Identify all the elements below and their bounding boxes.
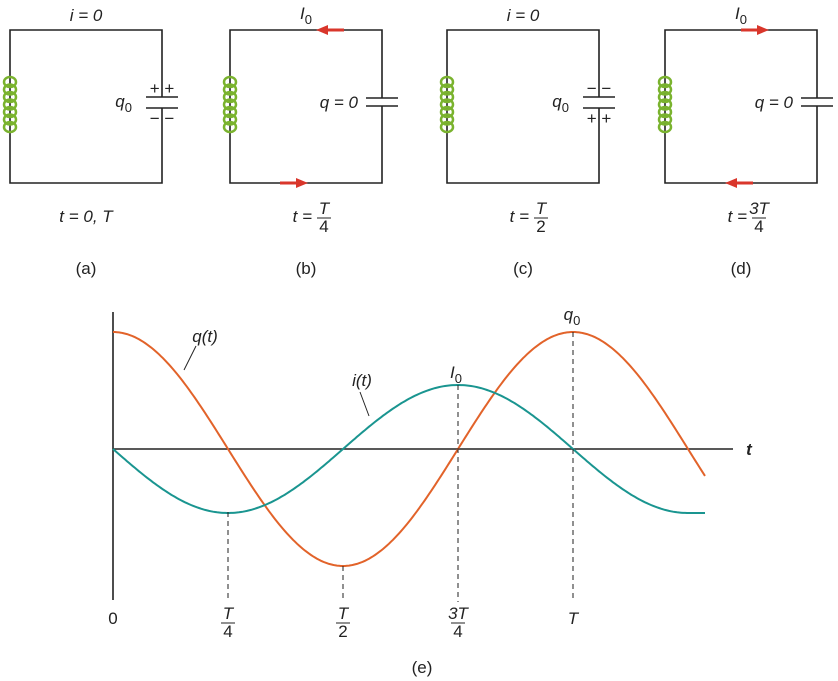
inductor-coil [222,113,238,126]
numerator: T [338,604,350,623]
peak-label: q0 [564,305,581,328]
subscript: 0 [740,12,747,27]
subscript: 0 [125,100,132,115]
inductor-coil [2,90,18,104]
time-label: t = [510,207,529,226]
inductor-coil [222,75,238,89]
inductor-coil [439,105,455,119]
inductor-coil [657,98,673,111]
top-label: I0 [735,4,747,27]
axis-label: t [746,440,753,459]
tick-label: T [568,609,580,628]
inductor-coil [439,83,455,96]
time-label: t = [293,207,312,226]
panel-caption: (d) [731,259,752,278]
inductor-coil [439,98,455,111]
inductor-coil [222,83,238,96]
symbol: I [450,363,455,382]
charge-label: q0 [115,92,132,115]
inductor-coil [2,75,18,89]
charge-label: q0 [552,92,569,115]
inductor-coil [2,113,18,126]
inductor-coil [657,83,673,96]
inductor-coil [222,90,238,104]
denominator: 4 [319,217,328,236]
charge-curve [113,331,706,567]
current-curve [112,384,705,514]
plate-charge: − − [150,109,175,128]
inductor-coil [439,75,455,89]
inductor-coil [2,120,18,134]
denominator: 4 [223,622,232,641]
numerator: T [319,199,331,218]
current-arrow-head [296,178,308,188]
inductor-coil [657,113,673,126]
leader [183,345,197,371]
inductor-coil [657,120,673,134]
numerator: T [536,199,548,218]
time-label: t = 0, T [59,207,114,226]
inductor-coil [439,90,455,104]
graph-caption: (e) [412,658,433,677]
inductor-coil [2,83,18,96]
panel-caption: (a) [76,259,97,278]
plate-charge: + + [587,109,612,128]
curve-label: i(t) [352,371,372,390]
inductor-coil [222,98,238,111]
numerator: T [223,604,235,623]
current-arrow-head [725,178,737,188]
symbol: q [115,92,125,111]
panel-caption: (c) [513,259,533,278]
curve-label: q(t) [192,327,218,346]
peak-label: I0 [450,363,462,386]
inductor-coil [657,105,673,119]
inductor-coil [2,98,18,111]
numerator: 3T [448,604,469,623]
inductor-coil [439,120,455,134]
subscript: 0 [562,100,569,115]
denominator: 2 [338,622,347,641]
current-arrow-head [757,25,769,35]
subscript: 0 [455,371,462,386]
inductor-coil [657,75,673,89]
wire [664,29,818,184]
subscript: 0 [573,313,580,328]
leader [359,391,370,417]
inductor-coil [222,105,238,119]
charge-label: q = 0 [755,93,794,112]
top-label: i = 0 [507,6,540,25]
denominator: 2 [536,217,545,236]
subscript: 0 [305,12,312,27]
plate-charge: + + [150,79,175,98]
inductor-coil [439,113,455,126]
symbol: q [552,92,562,111]
inductor-coil [657,90,673,104]
current-arrow-head [316,25,328,35]
wire [229,29,383,184]
panel-caption: (b) [296,259,317,278]
tick-label: 0 [108,609,117,628]
symbol: I [735,4,740,23]
top-label: i = 0 [70,6,103,25]
charge-label: q = 0 [320,93,359,112]
time-label: t = [728,207,747,226]
wire [9,29,163,184]
plate-charge: − − [587,79,612,98]
top-label: I0 [300,4,312,27]
wire [446,29,600,184]
symbol: I [300,4,305,23]
denominator: 4 [754,217,763,236]
symbol: q [564,305,574,324]
inductor-coil [222,120,238,134]
inductor-coil [2,105,18,119]
numerator: 3T [749,199,770,218]
denominator: 4 [453,622,462,641]
